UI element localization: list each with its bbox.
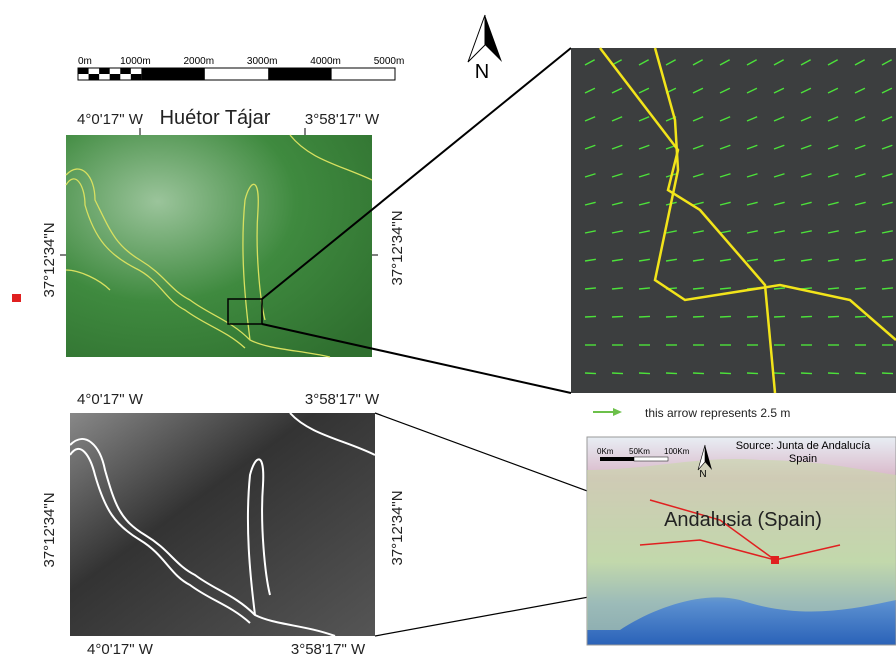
marker [12,294,21,302]
coord-label: 3°58'17" W [291,641,366,658]
inset-scale-label: 100Km [664,447,690,456]
scale-label: 0m [78,56,92,67]
arrow [639,316,650,317]
inset-scale-label: 0Km [597,447,614,456]
coord-label: 37°12'34"N [41,222,58,297]
arrow [720,316,731,317]
arrow [882,316,893,317]
scale-bar: 0m 1000m 2000m 3000m 4000m 5000m [78,56,404,80]
arrow [693,373,704,374]
arrow [612,316,623,317]
arrow [882,373,893,374]
legend-text: this arrow represents 2.5 m [645,406,790,420]
coord-label: 37°12'34"N [41,492,58,567]
arrow [585,316,596,317]
arrow [774,316,785,317]
arrow [612,373,623,374]
arrow [774,373,785,374]
coord-label: 37°12'34"N [389,490,406,565]
coord-label: 4°0'17" W [77,391,144,408]
scale-segment [268,68,331,80]
north-arrow: N [468,15,502,83]
bottom-map [70,413,375,636]
coord-label: 4°0'17" W [77,111,144,128]
arrow [720,373,731,374]
scale-segment [99,68,110,74]
inset-scale-label: 50Km [629,447,650,456]
scale-label: 1000m [120,56,151,67]
scale-segment [110,74,121,80]
marker [771,556,779,564]
arrow [855,373,866,374]
scale-segment [89,74,100,80]
arrow [693,316,704,317]
scale-segment [78,68,89,74]
arrow [639,373,650,374]
arrow [666,373,677,374]
scale-segment [131,74,142,80]
scale-label: 2000m [184,56,215,67]
scale-label: 3000m [247,56,278,67]
scale-label: 4000m [310,56,341,67]
coord-label: 3°58'17" W [305,111,380,128]
arrow [801,373,812,374]
arrow [828,316,839,317]
scale-segment [141,68,204,80]
arrow [747,316,758,317]
scale-segment [120,68,131,74]
arrow [801,316,812,317]
coord-label: 3°58'17" W [305,391,380,408]
inset-source: Spain [789,453,817,465]
arrow [855,316,866,317]
arrow [747,373,758,374]
figure: 0m 1000m 2000m 3000m 4000m 5000m N Huétor Táj… [0,0,896,666]
zoom-panel [571,48,896,393]
arrow [828,373,839,374]
north-label: N [475,61,489,83]
inset-title: Andalusia (Spain) [664,509,822,531]
coord-label: 37°12'34"N [389,210,406,285]
inset-north: N [699,469,706,480]
arrow [585,373,596,374]
arrow [666,316,677,317]
scale-label: 5000m [374,56,405,67]
inset-source: Source: Junta de Andalucía [736,440,871,452]
coord-label: 4°0'17" W [87,641,154,658]
map-title: Huétor Tájar [160,107,271,129]
